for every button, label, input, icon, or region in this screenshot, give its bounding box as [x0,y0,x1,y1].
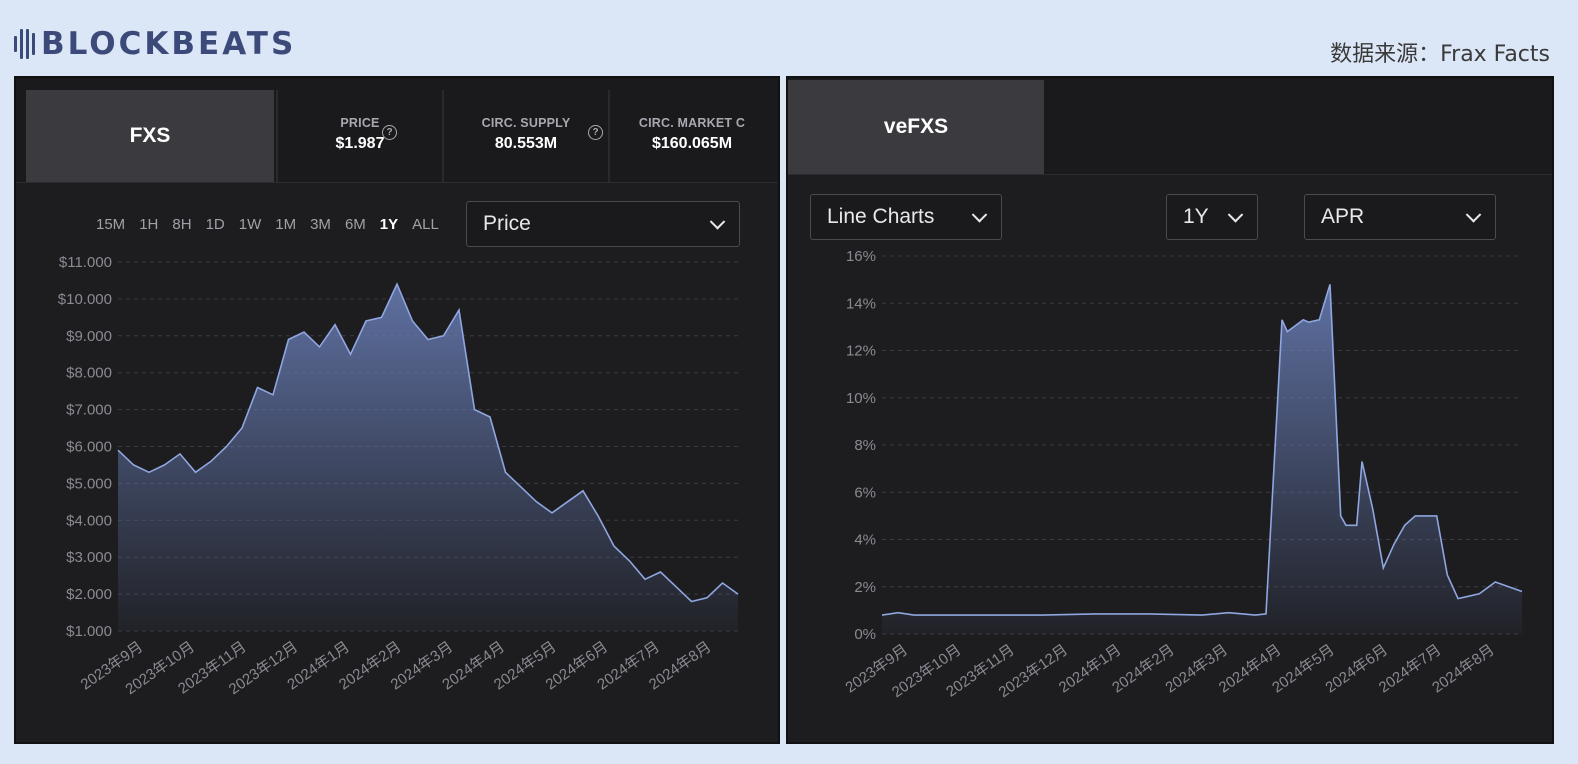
stat-circ-market-cap-value: $160.065M [651,135,733,152]
y-tick-label: $1.000 [66,623,112,640]
stat-price-value: $1.987 [335,135,385,152]
metric-dropdown[interactable]: Price [466,201,740,247]
y-tick-label: $5.000 [66,475,112,492]
fxs-panel: FXS PRICE $1.987 ? CIRC. SUPPLY 80.553M … [14,76,780,744]
tab-fxs[interactable]: FXS [26,90,274,182]
range-all[interactable]: ALL [412,216,439,233]
chevron-down-icon [1465,207,1482,223]
stat-price-label: PRICE [340,116,380,130]
brand-name: BLOCKBEATS [41,26,297,62]
stat-circ-market-cap-label: CIRC. MARKET C [638,116,746,130]
stat-circ-supply-label: CIRC. SUPPLY [481,116,571,130]
chart-type-dropdown-value: Line Charts [827,205,935,228]
y-tick-label: 16% [846,248,876,265]
metric-dropdown-value: APR [1321,205,1365,228]
y-tick-label: $10.000 [58,291,112,308]
series-area [882,284,1522,634]
y-tick-label: $3.000 [66,549,112,566]
stat-circ-market-cap: CIRC. MARKET C $160.065M [608,90,774,182]
range-dropdown-value: 1Y [1183,205,1209,228]
y-tick-label: $4.000 [66,512,112,529]
chart-type-dropdown[interactable]: Line Charts [810,194,1002,240]
range-1d[interactable]: 1D [205,216,225,233]
y-tick-label: $11.000 [59,254,112,271]
stat-circ-supply: CIRC. SUPPLY 80.553M ? [442,90,608,182]
range-3m[interactable]: 3M [310,216,331,233]
y-tick-label: 8% [854,437,876,454]
fxs-price-chart: $11.000 $10.000 $9.000 $8.000 $7.000 $6.000 $5… [58,254,739,698]
chevron-down-icon [709,214,726,230]
range-15m[interactable]: 15M [96,216,126,233]
chevron-down-icon [1227,207,1244,223]
range-8h[interactable]: 8H [172,216,192,233]
y-tick-label: $7.000 [66,402,112,419]
range-1y[interactable]: 1Y [379,216,399,233]
y-tick-label: 0% [854,626,876,643]
blockbeats-logo: BLOCKBEATS [14,26,296,62]
range-6m[interactable]: 6M [344,216,366,233]
y-tick-label: 6% [854,484,876,501]
range-1w[interactable]: 1W [238,216,262,233]
y-tick-label: $8.000 [66,365,112,382]
help-icon[interactable]: ? [382,125,397,140]
help-icon[interactable]: ? [588,125,603,140]
vefxs-panel: veFXS Line Charts 1Y APR 16% 14% 12% 10% 8% 6… [786,76,1554,744]
y-tick-label: 10% [846,390,876,407]
range-dropdown[interactable]: 1Y [1166,194,1258,240]
metric-dropdown[interactable]: APR [1304,194,1496,240]
range-1h[interactable]: 1H [139,216,159,233]
time-range-selector: 15M 1H 8H 1D 1W 1M 3M 6M 1Y ALL [96,216,453,233]
series-area [118,284,738,631]
logo-bars-icon [14,29,35,59]
chevron-down-icon [971,207,988,223]
series-line [117,282,739,603]
y-tick-label: $6.000 [66,439,112,456]
y-tick-label: $9.000 [66,328,112,345]
stat-price: PRICE $1.987 ? [276,90,442,182]
vefxs-apr-chart: 16%14%12%10%8%6%4%2%0%2023年9月2023年10月202… [842,248,1523,701]
y-tick-label: 14% [846,295,876,312]
y-tick-label: 2% [854,579,876,596]
data-source: 数据来源：Frax Facts [1330,42,1550,67]
stat-circ-supply-value: 80.553M [494,135,558,152]
y-tick-label: 12% [846,343,876,360]
y-tick-label: 4% [854,532,876,549]
y-tick-label: $2.000 [66,586,112,603]
fxs-stats-bar: FXS PRICE $1.987 ? CIRC. SUPPLY 80.553M … [16,78,778,183]
metric-dropdown-value: Price [483,212,531,235]
tab-vefxs[interactable]: veFXS [788,80,1044,174]
series-line [881,284,1523,616]
vefxs-tab-bar: veFXS [788,78,1552,175]
range-1m[interactable]: 1M [275,216,297,233]
